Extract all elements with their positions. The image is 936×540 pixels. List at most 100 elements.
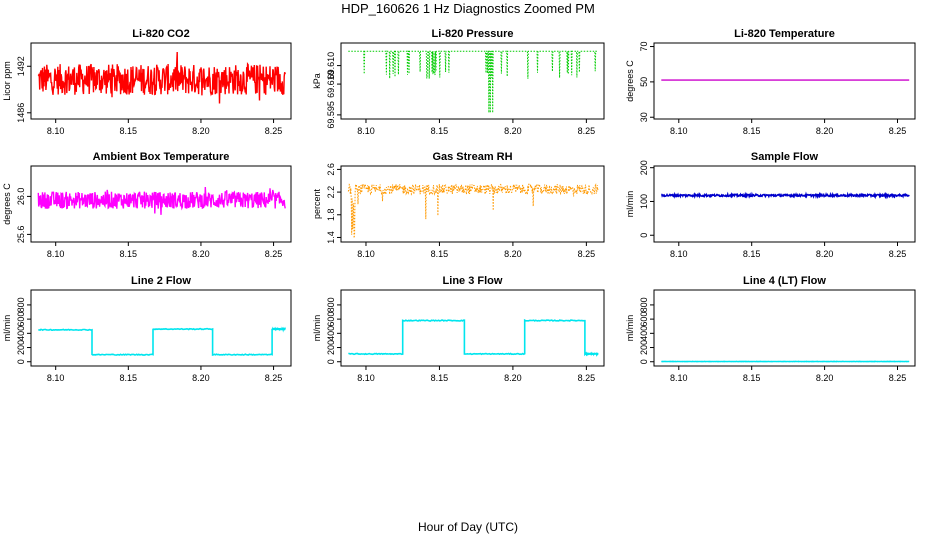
y-tick-label: 69.610 — [326, 70, 336, 98]
x-tick-label: 8.25 — [578, 126, 596, 136]
x-tick-label: 8.25 — [578, 249, 596, 259]
y-axis-label: degrees C — [625, 60, 635, 102]
x-tick-label: 8.10 — [47, 373, 65, 383]
y-tick-label: 30 — [639, 112, 649, 122]
x-tick-label: 8.10 — [47, 249, 65, 259]
panel-4: Ambient Box Temperature degrees C 8.10 8.15… — [2, 151, 292, 259]
x-tick-label: 8.15 — [120, 373, 138, 383]
x-tick-label: 8.15 — [743, 126, 761, 136]
y-tick-label: 69.610 — [326, 52, 336, 80]
panel-title: Li-820 Pressure — [432, 28, 514, 40]
panel-5: Gas Stream RH percent 8.10 8.15 8.20 8.25 1.4 1… — [312, 151, 605, 259]
y-tick-label: 800 — [639, 297, 649, 312]
x-tick-label: 8.20 — [504, 373, 522, 383]
y-axis-label: degrees C — [2, 183, 12, 225]
panel-title: Li-820 CO2 — [132, 28, 189, 40]
panel-8: Line 3 Flow ml/min 8.10 8.15 8.20 8.25 0 200400… — [312, 275, 605, 383]
panel-title: Li-820 Temperature — [734, 28, 835, 40]
y-tick-label: 600 — [16, 312, 26, 327]
plot-frame — [30, 165, 292, 243]
x-tick-label: 8.25 — [265, 249, 283, 259]
x-tick-label: 8.10 — [357, 249, 375, 259]
plot-frame — [340, 42, 605, 120]
y-tick-label: 0 — [16, 359, 26, 364]
x-tick-label: 8.20 — [192, 126, 210, 136]
panel-title: Line 2 Flow — [131, 275, 191, 287]
plot-frame — [340, 289, 605, 367]
y-axis-label: kPa — [312, 73, 322, 89]
y-tick-label: 1.8 — [326, 209, 336, 222]
x-tick-label: 8.10 — [670, 126, 688, 136]
series-line — [38, 326, 286, 356]
y-tick-label: 400 — [326, 326, 336, 341]
y-tick-label: 0 — [326, 359, 336, 364]
y-axis-label: percent — [312, 188, 322, 219]
y-tick-label: 200 — [639, 340, 649, 355]
x-tick-label: 8.25 — [265, 126, 283, 136]
x-tick-label: 8.15 — [743, 373, 761, 383]
y-tick-label: 200 — [326, 340, 336, 355]
y-tick-label: 69.595 — [326, 101, 336, 129]
x-tick-label: 8.25 — [889, 126, 907, 136]
y-tick-label: 400 — [639, 326, 649, 341]
panel-3: Li-820 Temperature degrees C 8.10 8.15 8.20 8… — [625, 28, 916, 136]
x-tick-label: 8.10 — [357, 126, 375, 136]
x-tick-label: 8.20 — [504, 126, 522, 136]
x-tick-label: 8.20 — [816, 126, 834, 136]
y-tick-label: 1492 — [16, 56, 26, 76]
x-tick-label: 8.10 — [47, 126, 65, 136]
panel-title: Line 4 (LT) Flow — [743, 275, 826, 287]
y-tick-label: 200 — [639, 160, 649, 175]
y-tick-label: 600 — [639, 312, 649, 327]
y-tick-label: 100 — [639, 194, 649, 209]
series-line — [347, 182, 599, 239]
x-tick-label: 8.20 — [192, 249, 210, 259]
y-tick-label: 800 — [326, 297, 336, 312]
y-axis-label: ml/min — [625, 191, 635, 218]
x-tick-label: 8.15 — [120, 249, 138, 259]
series-line — [348, 50, 599, 113]
y-tick-label: 25.6 — [16, 226, 26, 244]
x-tick-label: 8.15 — [743, 249, 761, 259]
x-tick-label: 8.15 — [431, 249, 449, 259]
y-tick-label: 800 — [16, 297, 26, 312]
y-tick-label: 50 — [639, 77, 649, 87]
x-tick-label: 8.10 — [670, 373, 688, 383]
x-tick-label: 8.20 — [816, 249, 834, 259]
y-axis-label: ml/min — [312, 315, 322, 342]
panel-6: Sample Flow ml/min 8.10 8.15 8.20 8.25 0 100 200 — [625, 151, 916, 259]
series-line — [661, 191, 910, 200]
plot-frame — [30, 42, 292, 120]
plot-frame — [653, 165, 916, 243]
x-tick-label: 8.10 — [357, 373, 375, 383]
x-tick-label: 8.25 — [889, 249, 907, 259]
series-line — [37, 51, 286, 104]
x-tick-label: 8.15 — [431, 126, 449, 136]
y-tick-label: 0 — [639, 233, 649, 238]
series-line — [37, 186, 286, 215]
plot-frame — [653, 42, 916, 120]
y-tick-label: 1486 — [16, 103, 26, 123]
y-tick-label: 600 — [326, 312, 336, 327]
figure-title: HDP_160626 1 Hz Diagnostics Zoomed PM — [341, 1, 595, 16]
y-tick-label: 0 — [639, 359, 649, 364]
panel-2: Li-820 Pressure kPa 8.10 8.15 8.20 8.25 69.595… — [312, 28, 605, 136]
x-tick-label: 8.25 — [265, 373, 283, 383]
figure-xlabel: Hour of Day (UTC) — [418, 520, 518, 534]
y-tick-label: 1.4 — [326, 231, 336, 244]
panel-title: Gas Stream RH — [432, 151, 512, 163]
x-tick-label: 8.15 — [431, 373, 449, 383]
plot-frame — [30, 289, 292, 367]
y-axis-label: ml/min — [625, 315, 635, 342]
x-tick-label: 8.25 — [578, 373, 596, 383]
y-axis-label: ml/min — [2, 315, 12, 342]
x-tick-label: 8.10 — [670, 249, 688, 259]
x-tick-label: 8.20 — [504, 249, 522, 259]
y-tick-label: 26.0 — [16, 188, 26, 206]
x-tick-label: 8.20 — [192, 373, 210, 383]
y-tick-label: 2.2 — [326, 186, 336, 199]
x-tick-label: 8.25 — [889, 373, 907, 383]
panel-title: Ambient Box Temperature — [93, 151, 230, 163]
x-tick-label: 8.20 — [816, 373, 834, 383]
